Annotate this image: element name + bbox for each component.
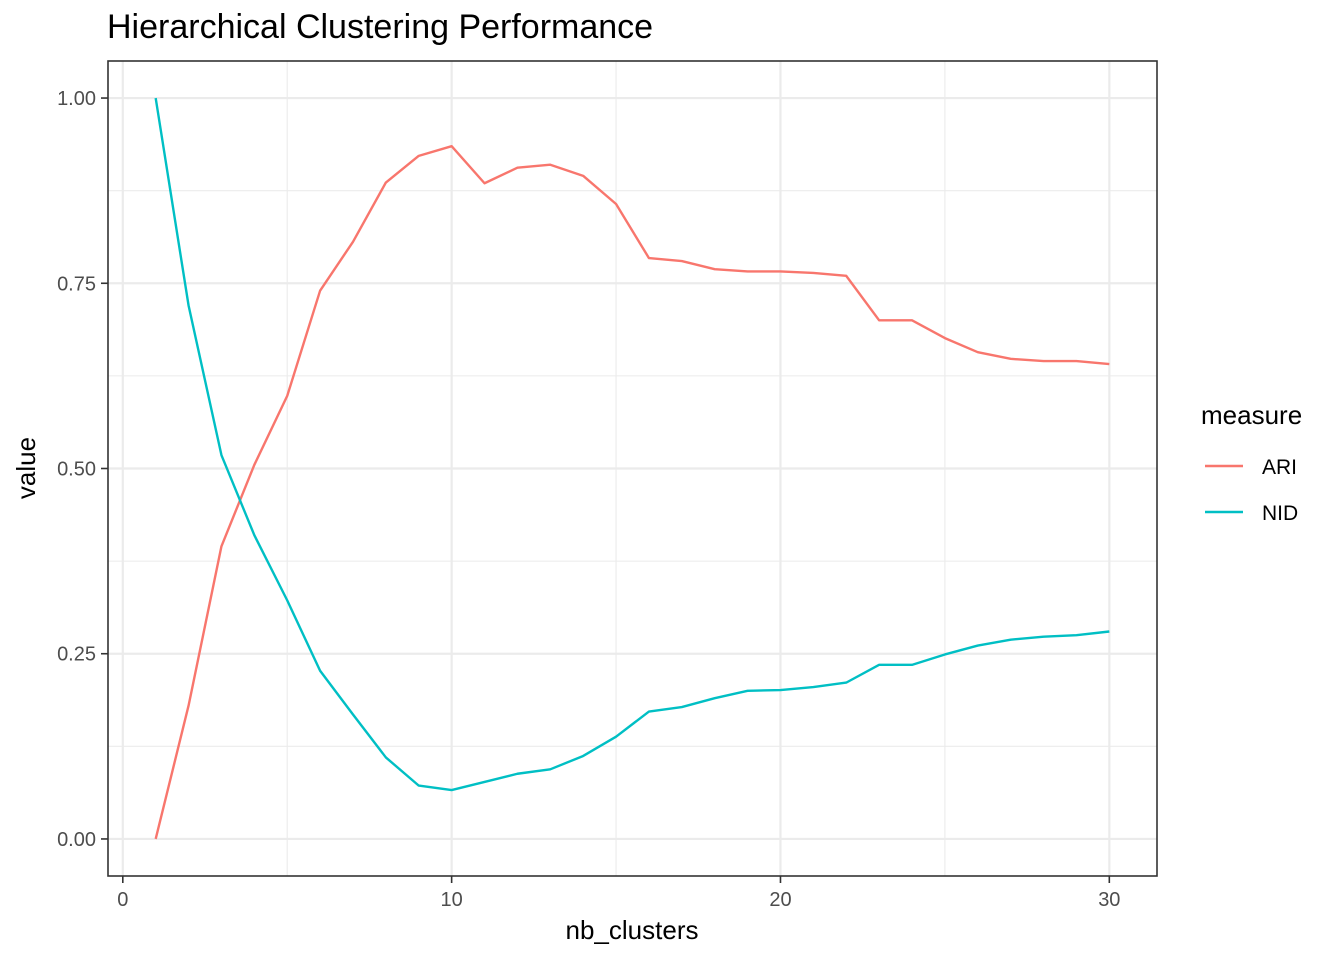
x-tick-label: 20 [769, 889, 791, 911]
y-tick-label: 1.00 [57, 88, 96, 110]
grid-minor [108, 61, 1157, 876]
series-line-nid [154, 97, 1110, 792]
legend-label-nid: NID [1262, 502, 1298, 525]
y-axis-title: value [11, 437, 41, 499]
grid-major [108, 61, 1157, 876]
x-tick-label: 10 [441, 889, 463, 911]
y-tick-label: 0.25 [57, 644, 96, 666]
y-tick-label: 0.00 [57, 829, 96, 851]
legend-title: measure [1201, 400, 1302, 430]
chart-title: Hierarchical Clustering Performance [107, 8, 653, 46]
x-tick-label: 0 [117, 889, 128, 911]
legend: measure ARI NID [1201, 400, 1302, 525]
y-tick-label: 0.75 [57, 273, 96, 295]
y-tick-label: 0.50 [57, 459, 96, 481]
y-axis: 0.00 0.25 0.50 0.75 1.00 [57, 88, 108, 851]
legend-label-ari: ARI [1262, 456, 1297, 479]
series-layer [154, 97, 1110, 840]
x-axis: 0 10 20 30 [117, 876, 1120, 911]
x-tick-label: 30 [1098, 889, 1120, 911]
x-axis-title: nb_clusters [566, 915, 699, 945]
series-line-ari [154, 144, 1110, 840]
